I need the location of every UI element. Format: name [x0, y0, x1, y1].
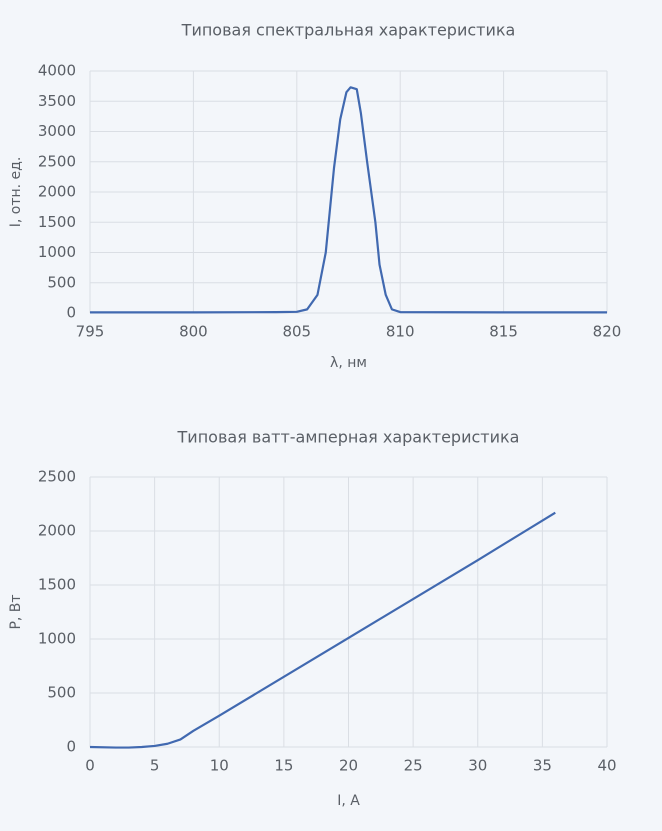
- x-tick-label: 10: [210, 757, 229, 775]
- x-tick-label: 815: [489, 323, 518, 341]
- y-axis-label: I, отн. ед.: [8, 157, 24, 228]
- y-tick-label: 1500: [38, 213, 76, 231]
- chart-title: Типовая спектральная характеристика: [181, 21, 516, 40]
- y-tick-label: 1000: [38, 630, 76, 648]
- chart-title: Типовая ватт-амперная характеристика: [177, 428, 520, 447]
- x-tick-label: 805: [282, 323, 311, 341]
- x-axis-label: λ, нм: [330, 355, 367, 371]
- y-tick-label: 1500: [38, 576, 76, 594]
- y-tick-label: 2000: [38, 522, 76, 540]
- data-line: [90, 86, 607, 314]
- x-tick-label: 800: [179, 323, 208, 341]
- y-tick-label: 3000: [38, 122, 76, 140]
- y-tick-label: 4000: [38, 62, 76, 80]
- x-tick-label: 5: [150, 757, 160, 775]
- x-tick-label: 35: [533, 757, 552, 775]
- x-axis-label: I, A: [337, 793, 360, 809]
- x-tick-label: 40: [597, 757, 616, 775]
- x-tick-label: 820: [593, 323, 622, 341]
- x-tick-label: 30: [468, 757, 487, 775]
- x-tick-label: 795: [76, 323, 105, 341]
- y-tick-label: 500: [47, 684, 76, 702]
- x-tick-label: 20: [339, 757, 358, 775]
- x-tick-label: 0: [85, 757, 95, 775]
- data-line: [89, 511, 556, 749]
- y-tick-label: 0: [66, 304, 76, 322]
- y-tick-label: 1000: [38, 243, 76, 261]
- y-axis-label: P, Вт: [8, 594, 24, 629]
- x-tick-label: 15: [274, 757, 293, 775]
- y-tick-label: 2000: [38, 183, 76, 201]
- y-tick-label: 2500: [38, 468, 76, 486]
- x-tick-label: 810: [386, 323, 415, 341]
- x-tick-label: 25: [404, 757, 423, 775]
- y-tick-label: 2500: [38, 152, 76, 170]
- y-tick-label: 3500: [38, 92, 76, 110]
- y-tick-label: 0: [66, 738, 76, 756]
- y-tick-label: 500: [47, 273, 76, 291]
